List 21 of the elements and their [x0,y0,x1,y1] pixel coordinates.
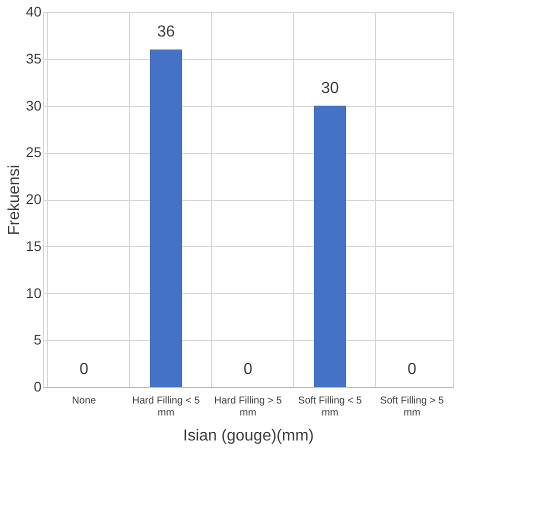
x-tick-label: Hard Filling < 5 mm [132,396,200,418]
data-label: 36 [157,24,175,40]
x-tick-label: Hard Filling > 5 mm [214,396,282,418]
x-axis-title: Isian (gouge)(mm) [183,428,314,444]
data-label: 0 [80,361,89,378]
y-tick-label: 30 [26,97,42,114]
y-tick-label: 15 [26,238,42,254]
y-tick-label: 40 [26,4,42,20]
x-tick-label: Soft Filling < 5 mm [298,396,362,418]
data-label: 0 [244,361,253,378]
data-label: 30 [321,80,339,97]
y-tick-label: 25 [26,144,42,160]
data-label: 0 [408,361,417,378]
x-tick-label: None [72,396,96,406]
y-tick-label: 5 [34,332,42,348]
y-tick-label: 35 [26,50,42,66]
y-tick-label: 0 [34,378,42,394]
y-tick-label: 20 [26,191,42,207]
y-tick-label: 10 [26,284,42,301]
y-axis-title: Frekuensi [6,164,23,236]
x-tick-label: Soft Filling > 5 mm [380,396,444,418]
